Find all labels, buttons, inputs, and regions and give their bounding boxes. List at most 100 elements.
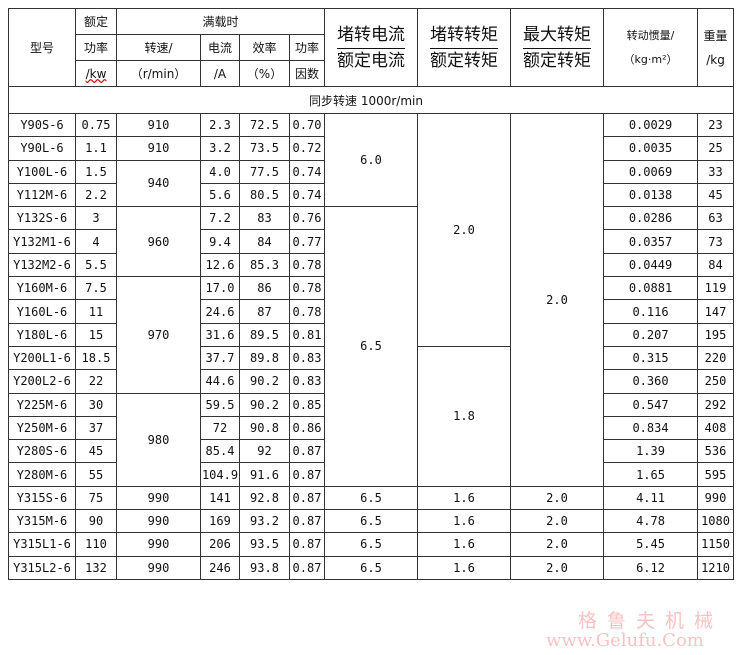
cell-power-factor: 0.87: [288, 439, 326, 464]
cell-model: Y315M-6: [8, 509, 76, 534]
table-row: Y250M-6 37 72 90.8 0.86 0.834 408: [8, 415, 735, 441]
cell-weight: 63: [697, 206, 735, 231]
cell-model: Y100L-6: [8, 159, 76, 184]
cell-weight: 84: [697, 252, 735, 278]
cell-inertia: 0.0449: [603, 252, 699, 278]
cell-efficiency: 93.2: [239, 509, 290, 534]
header-rated-power-unit: /kw: [75, 60, 117, 87]
cell-inertia: 5.45: [603, 532, 699, 557]
cell-weight: 23: [697, 112, 735, 138]
cell-locked-current-ratio: 6.5: [324, 206, 419, 487]
cell-power-factor: 0.70: [288, 112, 326, 138]
cell-current: 59.5: [200, 392, 240, 417]
cell-power-factor: 0.72: [288, 136, 326, 161]
cell-model: Y160M-6: [8, 276, 76, 301]
cell-power: 30: [75, 392, 117, 417]
cell-model: Y132M2-6: [8, 252, 76, 278]
table-row: Y180L-6 15 31.6 89.5 0.81 0.207 195: [8, 322, 735, 347]
header-efficiency: 效率: [239, 34, 290, 61]
watermark-logo: 格鲁夫机械 www.Gelufu.Com: [546, 610, 724, 651]
cell-current: 9.4: [200, 229, 240, 254]
cell-inertia: 0.0138: [603, 182, 699, 208]
cell-inertia: 1.39: [603, 439, 699, 464]
cell-current: 12.6: [200, 252, 240, 278]
cell-speed: 990: [116, 509, 201, 534]
table-row: Y132M1-6 4 9.4 84 0.77 0.0357 73: [8, 229, 735, 254]
header-locked-current-ratio: 堵转电流 额定电流: [324, 8, 419, 87]
cell-efficiency: 89.5: [239, 322, 290, 347]
cell-efficiency: 80.5: [239, 182, 290, 208]
cell-weight: 1210: [697, 555, 735, 580]
cell-locked-current-ratio: 6.5: [324, 555, 419, 580]
cell-weight: 25: [697, 136, 735, 161]
cell-weight: 292: [697, 392, 735, 417]
cell-speed: 970: [116, 276, 201, 394]
table-row: Y280S-6 45 85.4 92 0.87 1.39 536: [8, 439, 735, 464]
cell-efficiency: 93.8: [239, 555, 290, 580]
cell-weight: 408: [697, 415, 735, 441]
header-speed: 转速/: [116, 34, 201, 61]
cell-efficiency: 92: [239, 439, 290, 464]
cell-power: 3: [75, 206, 117, 231]
cell-max-torque-ratio: 2.0: [510, 555, 605, 580]
cell-model: Y132S-6: [8, 206, 76, 231]
cell-inertia: 0.0069: [603, 159, 699, 184]
header-power-factor-2: 因数: [288, 60, 326, 87]
table-row: Y200L2-6 22 44.6 90.2 0.83 0.360 250: [8, 369, 735, 394]
cell-efficiency: 83: [239, 206, 290, 231]
cell-power-factor: 0.87: [288, 509, 326, 534]
cell-inertia: 0.360: [603, 369, 699, 394]
cell-max-torque-ratio: 2.0: [510, 509, 605, 534]
cell-current: 169: [200, 509, 240, 534]
cell-inertia: 6.12: [603, 555, 699, 580]
cell-power-factor: 0.78: [288, 252, 326, 278]
cell-current: 206: [200, 532, 240, 557]
cell-power: 5.5: [75, 252, 117, 278]
cell-efficiency: 77.5: [239, 159, 290, 184]
sync-speed-row: 同步转速 1000r/min: [7, 86, 735, 114]
cell-power: 90: [75, 509, 117, 534]
cell-power: 22: [75, 369, 117, 394]
cell-speed: 990: [116, 555, 201, 580]
cell-power: 45: [75, 439, 117, 464]
cell-weight: 990: [697, 485, 735, 511]
table-row: Y225M-6 30 980 59.5 90.2 0.85 0.547 292: [8, 392, 735, 487]
cell-model: Y280M-6: [8, 462, 76, 487]
cell-model: Y250M-6: [8, 415, 76, 441]
cell-max-torque-ratio: 2.0: [510, 113, 605, 487]
cell-speed: 990: [116, 485, 201, 511]
cell-current: 246: [200, 555, 240, 580]
cell-efficiency: 90.2: [239, 369, 290, 394]
cell-locked-current-ratio: 6.5: [324, 485, 419, 511]
cell-efficiency: 90.2: [239, 392, 290, 417]
header-full-load: 满载时: [115, 8, 326, 35]
cell-efficiency: 92.8: [239, 485, 290, 511]
cell-current: 17.0: [200, 276, 240, 301]
header-rated-power-2: 功率: [75, 34, 117, 61]
cell-current: 85.4: [200, 439, 240, 464]
cell-speed: 910: [116, 136, 201, 161]
cell-weight: 147: [697, 299, 735, 324]
cell-weight: 1080: [697, 509, 735, 534]
header-speed-unit: （r/min）: [116, 60, 201, 87]
cell-power: 7.5: [75, 276, 117, 301]
cell-current: 141: [200, 485, 240, 511]
header-current-unit: /A: [200, 60, 240, 87]
cell-inertia: 0.315: [603, 345, 699, 371]
cell-max-torque-ratio: 2.0: [510, 532, 605, 557]
motor-spec-table: 型号 额定 满载时 堵转电流 额定电流 堵转转矩 额定转矩 最大转矩 额定转矩 转动惯…: [7, 8, 735, 580]
cell-weight: 220: [697, 345, 735, 371]
cell-power: 18.5: [75, 345, 117, 371]
cell-power-factor: 0.86: [288, 415, 326, 441]
cell-current: 2.3: [200, 112, 240, 138]
cell-inertia: 0.0357: [603, 229, 699, 254]
table-row: Y100L-6 1.5 940 4.0 77.5 0.74 0.0069 33: [8, 159, 735, 208]
cell-power-factor: 0.83: [288, 345, 326, 371]
header-rated-power-1: 额定: [75, 8, 117, 35]
cell-efficiency: 85.3: [239, 252, 290, 278]
cell-max-torque-ratio: 2.0: [510, 485, 605, 511]
cell-model: Y315S-6: [8, 485, 76, 511]
header-current: 电流: [200, 34, 240, 61]
cell-power: 1.5: [75, 159, 117, 184]
cell-efficiency: 73.5: [239, 136, 290, 161]
